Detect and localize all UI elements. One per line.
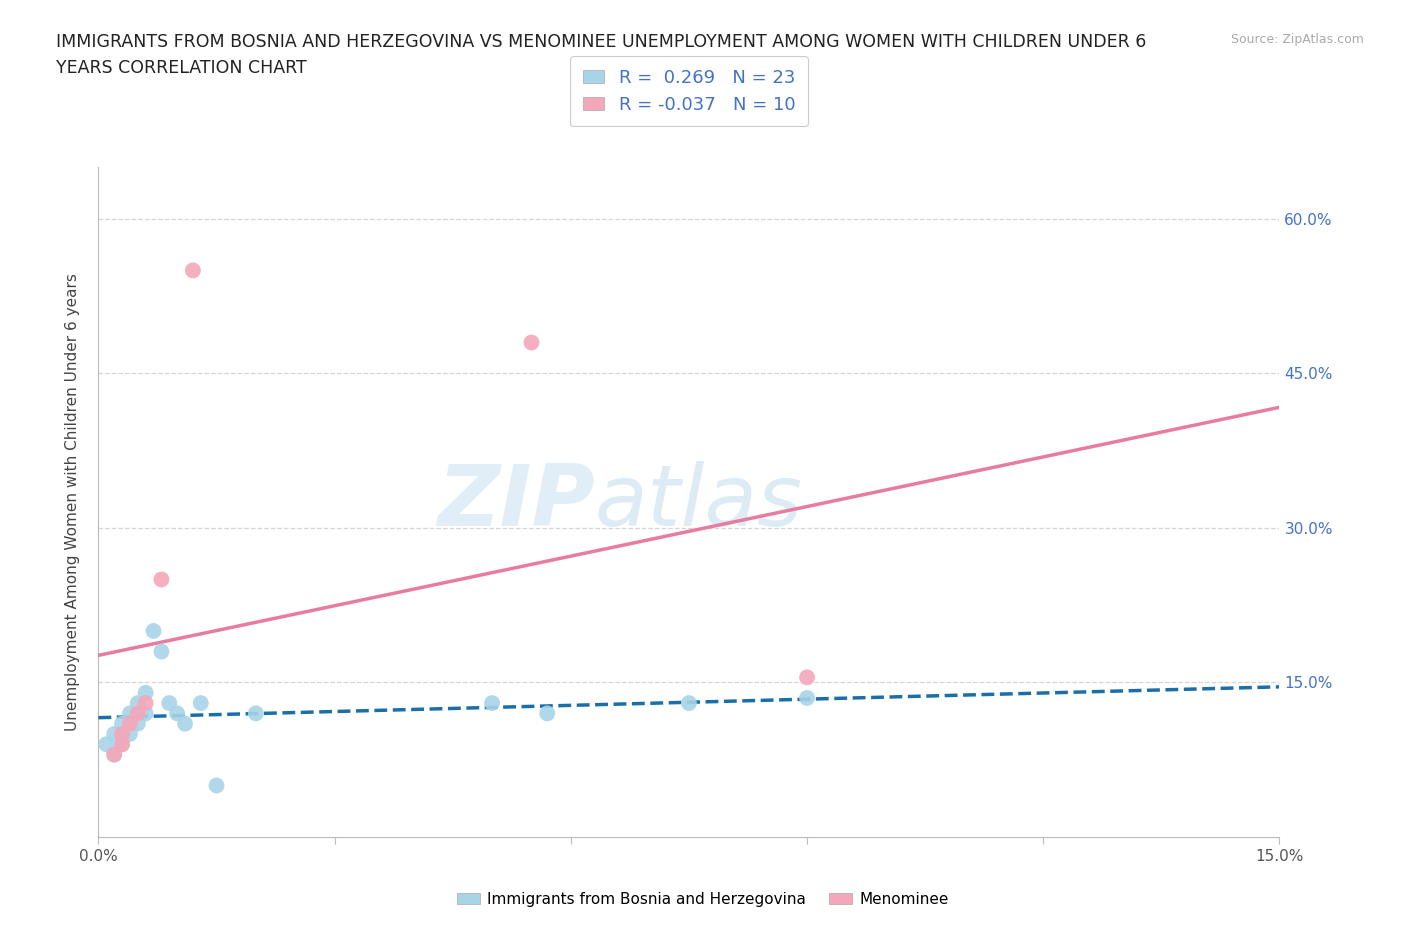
Point [174, 716, 197, 731]
Point [481, 696, 503, 711]
Point [127, 706, 149, 721]
Point [536, 706, 558, 721]
Point [166, 706, 188, 721]
Point [678, 696, 700, 711]
Point [796, 670, 818, 684]
Text: IMMIGRANTS FROM BOSNIA AND HERZEGOVINA VS MENOMINEE UNEMPLOYMENT AMONG WOMEN WIT: IMMIGRANTS FROM BOSNIA AND HERZEGOVINA V… [56, 33, 1147, 77]
Point [96, 737, 118, 751]
Point [103, 747, 125, 762]
Point [118, 706, 141, 721]
Point [118, 716, 141, 731]
Point [205, 778, 228, 793]
Legend: R =  0.269   N = 23, R = -0.037   N = 10: R = 0.269 N = 23, R = -0.037 N = 10 [569, 56, 808, 126]
Point [111, 716, 134, 731]
Point [118, 726, 141, 741]
Y-axis label: Unemployment Among Women with Children Under 6 years: Unemployment Among Women with Children U… [65, 273, 80, 731]
Point [135, 696, 157, 711]
Point [111, 737, 134, 751]
Point [157, 696, 180, 711]
Point [796, 690, 818, 705]
Point [111, 726, 134, 741]
Point [135, 685, 157, 700]
Point [150, 644, 173, 659]
Point [520, 335, 543, 350]
Text: Source: ZipAtlas.com: Source: ZipAtlas.com [1230, 33, 1364, 46]
Text: atlas: atlas [595, 460, 803, 544]
Text: ZIP: ZIP [437, 460, 595, 544]
Point [150, 572, 173, 587]
Point [142, 623, 165, 638]
Point [127, 716, 149, 731]
Legend: Immigrants from Bosnia and Herzegovina, Menominee: Immigrants from Bosnia and Herzegovina, … [451, 886, 955, 913]
Point [103, 726, 125, 741]
Point [190, 696, 212, 711]
Point [135, 706, 157, 721]
Point [181, 263, 204, 278]
Point [111, 737, 134, 751]
Point [103, 747, 125, 762]
Point [127, 696, 149, 711]
Point [245, 706, 267, 721]
